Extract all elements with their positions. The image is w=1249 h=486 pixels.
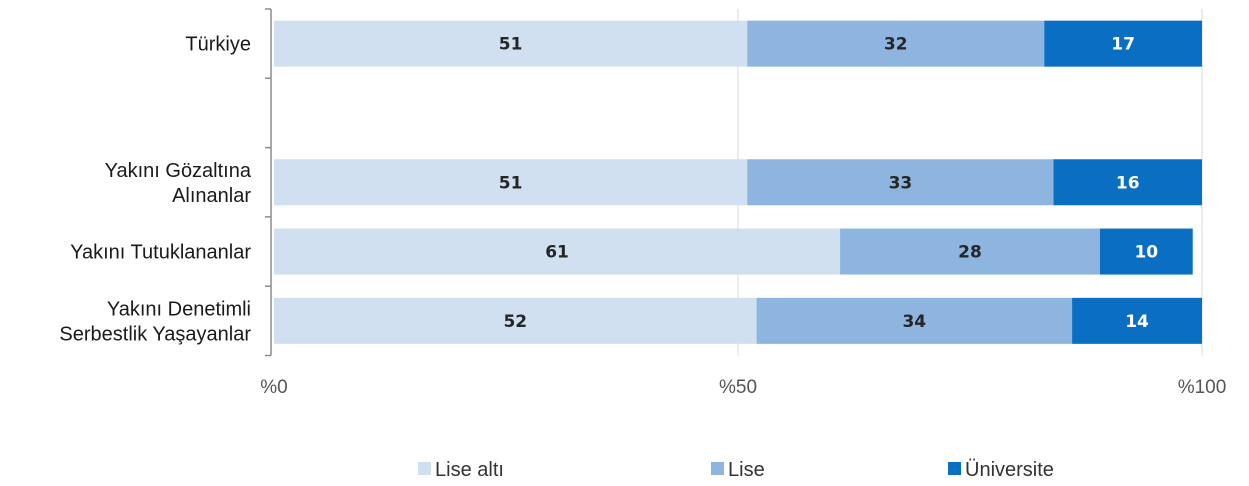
legend-item-0: Lise altı	[418, 459, 504, 481]
legend-label-1: Lise	[728, 459, 765, 481]
category-label-0: Türkiye	[185, 34, 251, 56]
bar-4-2	[1072, 297, 1202, 344]
data-label-4-1: 34	[902, 312, 926, 332]
data-label-3-1: 28	[958, 243, 982, 263]
category-label-2: Yakını Gözaltına Alınanlar	[105, 160, 252, 207]
x-tick-label-2: %100	[1178, 377, 1227, 398]
legend-item-2: Üniversite	[948, 459, 1054, 481]
bar-4-1	[756, 297, 1073, 344]
category-label-3: Yakını Tutuklananlar	[70, 242, 251, 264]
data-label-0-2: 17	[1111, 35, 1135, 55]
category-labels: Türkiye Yakını Gözaltına Alınanlar Yakını T…	[59, 34, 251, 346]
data-label-2-2: 16	[1116, 173, 1140, 193]
bar-2-2	[1053, 159, 1202, 206]
bar-4-0	[274, 297, 757, 344]
legend-item-1: Lise	[711, 459, 765, 481]
data-label-0-0: 51	[499, 35, 523, 55]
data-label-4-0: 52	[503, 312, 527, 332]
bar-2-1	[747, 159, 1054, 206]
legend: Lise altı Lise Üniversite	[418, 459, 1054, 481]
bar-2-0	[274, 159, 748, 206]
data-label-3-0: 61	[545, 243, 569, 263]
data-label-2-1: 33	[889, 173, 913, 193]
bar-3-0	[274, 228, 841, 275]
x-tick-labels: %0 %50 %100	[260, 377, 1226, 398]
legend-swatch-0	[418, 462, 431, 475]
category-label-4: Yakını Denetimli Serbestlik Yaşayanlar	[59, 298, 251, 345]
x-tick-label-1: %50	[719, 377, 757, 398]
legend-label-0: Lise altı	[435, 459, 504, 481]
category-axis	[265, 8, 272, 357]
data-label-4-2: 14	[1125, 312, 1149, 332]
data-label-3-2: 10	[1134, 243, 1158, 263]
bar-0-1	[747, 20, 1045, 67]
data-label-0-1: 32	[884, 35, 908, 55]
bar-0-0	[274, 20, 748, 67]
bar-3-1	[840, 228, 1100, 275]
legend-swatch-2	[948, 462, 961, 475]
data-label-2-0: 51	[499, 173, 523, 193]
legend-label-2: Üniversite	[965, 459, 1054, 481]
legend-swatch-1	[711, 462, 724, 475]
x-tick-label-0: %0	[260, 377, 287, 398]
bars: 51 32 17 51 33 16 61 28 10 52 34 14	[274, 20, 1202, 344]
bar-0-2	[1044, 20, 1202, 67]
bar-3-2	[1099, 228, 1193, 275]
